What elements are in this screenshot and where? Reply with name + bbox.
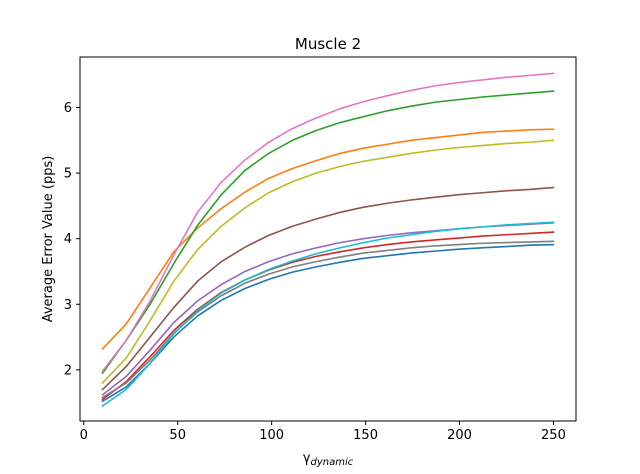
series-line-6: [101, 186, 555, 391]
y-tick-label: 5: [64, 167, 72, 182]
x-axis-ticks: 0 50 100 150 200 250: [80, 421, 566, 443]
series-line-10: [101, 221, 555, 408]
plot-area: [80, 57, 576, 421]
x-axis-label: γdynamic: [303, 451, 354, 468]
series-line-3: [101, 90, 555, 375]
y-tick-label: 4: [64, 232, 72, 247]
x-axis-label-subscript: dynamic: [310, 457, 353, 468]
series-line-7: [101, 72, 555, 373]
series-line-9: [101, 139, 555, 385]
series-line-1: [101, 243, 555, 403]
axes-frame: [80, 57, 576, 421]
y-axis-ticks: 2 3 4 5 6: [64, 101, 80, 378]
series-layer: [101, 72, 555, 408]
y-axis-label: Average Error Value (pps): [41, 156, 56, 323]
x-tick-label: 250: [541, 428, 566, 443]
x-tick-label: 200: [447, 428, 472, 443]
x-axis-label-base: γ: [303, 451, 311, 466]
x-tick-label: 0: [80, 428, 88, 443]
x-tick-label: 150: [353, 428, 378, 443]
y-tick-label: 6: [64, 101, 72, 116]
series-line-4: [101, 231, 555, 401]
x-tick-label: 100: [259, 428, 284, 443]
x-tick-label: 50: [169, 428, 186, 443]
y-tick-label: 2: [64, 363, 72, 378]
y-tick-label: 3: [64, 298, 72, 313]
chart-title: Muscle 2: [295, 35, 361, 53]
